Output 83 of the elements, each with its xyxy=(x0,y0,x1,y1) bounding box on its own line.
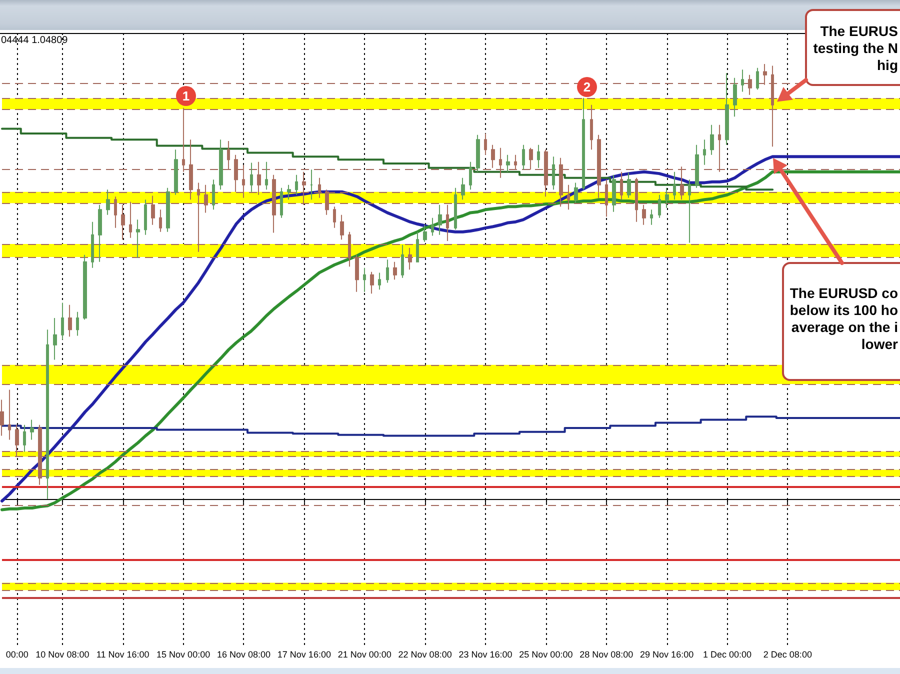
candlestick xyxy=(469,161,472,190)
candlestick xyxy=(174,149,178,196)
x-tick-label: 22 Nov 08:00 xyxy=(398,650,452,660)
candlestick xyxy=(733,77,737,118)
candlestick xyxy=(61,302,64,340)
candlestick xyxy=(144,199,147,236)
annotation: The EURUSD co below its 100 ho average on the i lower xyxy=(790,285,898,353)
annotation: The EURUS testing the N hig xyxy=(813,23,898,74)
candlestick xyxy=(219,139,223,190)
candlestick xyxy=(91,221,94,268)
candlestick xyxy=(98,204,102,262)
candlestick xyxy=(393,261,397,280)
candlestick xyxy=(295,174,298,196)
candlestick xyxy=(106,189,110,216)
candlestick xyxy=(552,156,555,190)
candlestick xyxy=(250,162,253,192)
candlestick xyxy=(8,389,11,440)
candlestick xyxy=(627,172,631,198)
candlestick xyxy=(703,139,706,166)
candlestick xyxy=(265,161,268,190)
candlestick xyxy=(340,214,344,240)
candlestick xyxy=(53,317,57,360)
candlestick xyxy=(363,267,366,292)
x-tick-label: 17 Nov 16:00 xyxy=(277,650,331,660)
candlestick xyxy=(688,179,691,244)
candlestick xyxy=(23,424,26,452)
x-tick-label: 00:00 xyxy=(6,650,28,660)
candlestick xyxy=(0,399,4,436)
annotation: 1 xyxy=(182,88,190,104)
candlestick xyxy=(665,187,669,208)
x-tick-label: 25 Nov 00:00 xyxy=(519,650,573,660)
candlestick xyxy=(574,182,578,204)
candlestick xyxy=(212,179,215,210)
candlestick xyxy=(476,134,480,172)
x-tick-label: 15 Nov 00:00 xyxy=(156,650,210,660)
candlestick xyxy=(431,217,434,236)
candlestick xyxy=(280,187,283,218)
x-tick-label: 10 Nov 08:00 xyxy=(36,650,90,660)
candlestick xyxy=(454,187,457,230)
candlestick xyxy=(30,419,34,440)
text: 04444 1.04809 xyxy=(1,35,68,47)
candlestick xyxy=(484,133,487,156)
candlestick xyxy=(136,219,140,258)
x-tick-label: 2 Dec 08:00 xyxy=(763,650,812,660)
x-tick-label: 28 Nov 08:00 xyxy=(580,650,634,660)
candlestick xyxy=(612,174,616,212)
x-tick-label: 29 Nov 16:00 xyxy=(640,650,694,660)
candlestick xyxy=(401,244,404,278)
candlestick xyxy=(386,259,389,284)
candlestick xyxy=(378,272,381,290)
x-tick-label: 23 Nov 16:00 xyxy=(458,650,512,660)
candlestick xyxy=(658,194,661,218)
candlestick xyxy=(695,144,699,188)
x-tick-label: 11 Nov 16:00 xyxy=(96,650,150,660)
candlestick xyxy=(461,177,465,200)
candlestick xyxy=(522,144,525,170)
candlestick xyxy=(370,271,374,294)
candlestick xyxy=(491,144,495,168)
candlestick xyxy=(537,144,540,168)
x-tick-label: 21 Nov 00:00 xyxy=(338,650,392,660)
candlestick xyxy=(423,224,427,242)
candlestick xyxy=(83,254,87,320)
candlestick xyxy=(650,209,653,226)
candlestick xyxy=(438,204,442,236)
candlestick xyxy=(76,311,79,336)
annotation: 2 xyxy=(583,80,591,94)
candlestick xyxy=(741,69,744,92)
candlestick xyxy=(333,206,336,228)
candlestick xyxy=(673,171,676,200)
candlestick xyxy=(287,184,291,200)
candlestick xyxy=(166,187,170,232)
candlestick xyxy=(68,304,72,338)
candlestick xyxy=(756,67,759,90)
candlestick xyxy=(310,169,313,200)
candlestick xyxy=(582,97,585,190)
candlestick xyxy=(159,209,162,232)
candlestick xyxy=(710,124,714,156)
candlestick xyxy=(725,72,729,146)
candlestick xyxy=(46,329,49,500)
x-tick-label: 1 Dec 00:00 xyxy=(702,650,752,660)
x-tick-label: 16 Nov 08:00 xyxy=(216,650,271,660)
candlestick xyxy=(506,154,510,172)
candlestick xyxy=(416,231,419,262)
